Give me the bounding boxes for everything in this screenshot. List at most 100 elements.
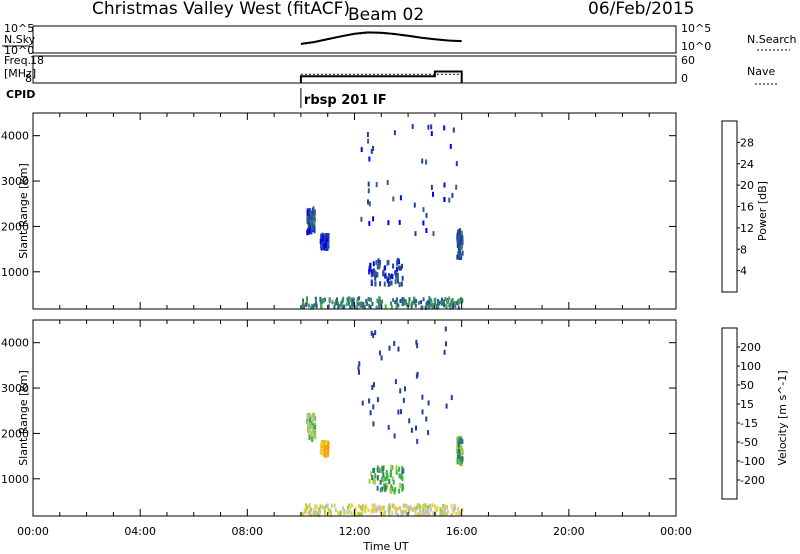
velocity-cell xyxy=(305,503,308,508)
power-cell xyxy=(387,282,390,287)
power-cell xyxy=(392,196,395,202)
velocity-cell xyxy=(388,503,391,508)
velocity-x-ticks xyxy=(32,320,677,516)
velocity-cell xyxy=(397,506,399,511)
velocity-cell xyxy=(305,509,308,514)
velocity-cell xyxy=(435,508,438,513)
power-cell xyxy=(395,305,398,310)
power-cell xyxy=(397,257,400,263)
power-cell xyxy=(370,269,373,275)
velocity-cell xyxy=(348,503,351,508)
velocity-cell xyxy=(368,398,371,404)
noise-search-label: N.Search xyxy=(747,33,797,46)
velocity-cell xyxy=(436,505,439,510)
velocity-ytick-label: 1000 xyxy=(1,473,29,486)
power-cell xyxy=(455,301,458,306)
velocity-cell xyxy=(457,442,460,448)
freq-left-tick-high: 18 xyxy=(30,54,44,67)
velocity-ytick-label: 3000 xyxy=(1,382,29,395)
velocity-cell xyxy=(324,440,327,446)
power-cell xyxy=(313,216,316,222)
power-cell xyxy=(389,280,392,286)
power-cell xyxy=(448,296,451,301)
velocity-cell xyxy=(439,512,442,517)
velocity-cell xyxy=(458,459,461,465)
velocity-cell xyxy=(440,512,443,517)
power-cell xyxy=(457,305,460,310)
velocity-cell xyxy=(310,431,313,437)
power-cell xyxy=(313,303,316,308)
power-cell xyxy=(393,130,396,136)
power-cell xyxy=(458,251,461,257)
power-cell xyxy=(454,304,457,308)
velocity-cell xyxy=(397,346,400,352)
velocity-cell xyxy=(400,511,403,516)
power-cell xyxy=(310,219,313,225)
velocity-cell xyxy=(372,404,375,410)
velocity-colorbar-label: 200 xyxy=(740,341,761,354)
power-cell xyxy=(374,281,377,287)
velocity-cell xyxy=(373,507,376,512)
power-cell xyxy=(425,159,428,165)
velocity-cell xyxy=(393,505,396,510)
velocity-cell xyxy=(326,503,329,508)
velocity-cell xyxy=(376,467,379,473)
velocity-cell xyxy=(395,469,398,475)
velocity-cell xyxy=(312,511,315,515)
velocity-cell xyxy=(313,415,316,421)
power-ytick-label: 4000 xyxy=(1,130,29,143)
velocity-cell xyxy=(311,416,313,422)
power-cell xyxy=(398,219,401,225)
velocity-colorbar-label: 50 xyxy=(740,379,754,392)
power-cell xyxy=(325,242,327,248)
power-cell xyxy=(443,125,446,131)
velocity-cell xyxy=(395,507,398,512)
power-cell xyxy=(323,243,326,249)
velocity-cell xyxy=(421,409,424,415)
velocity-cell xyxy=(385,476,388,482)
velocity-cell xyxy=(382,505,385,510)
velocity-cell xyxy=(384,484,387,490)
velocity-cell xyxy=(443,349,446,355)
velocity-cell xyxy=(360,512,363,517)
power-cell xyxy=(370,148,373,154)
velocity-cell xyxy=(391,476,394,482)
power-cell xyxy=(455,161,458,167)
velocity-cell xyxy=(421,394,424,400)
power-cell xyxy=(384,273,387,279)
power-cell xyxy=(445,303,448,308)
velocity-cell xyxy=(358,511,361,516)
power-cell xyxy=(456,237,459,243)
power-cell xyxy=(307,215,310,221)
velocity-cell xyxy=(358,504,361,509)
velocity-cell xyxy=(337,510,340,515)
velocity-cell xyxy=(381,506,383,511)
power-cell xyxy=(396,275,399,280)
velocity-cell xyxy=(429,503,432,508)
velocity-cell xyxy=(388,345,391,351)
freq-line xyxy=(299,70,463,84)
velocity-cell xyxy=(367,508,370,512)
velocity-cell xyxy=(374,504,377,509)
power-cell xyxy=(452,301,455,306)
station-title: Christmas Valley West (fitACF) xyxy=(92,0,350,19)
freq-right-tick-low: 0 xyxy=(681,72,688,85)
velocity-cell xyxy=(456,444,459,450)
velocity-cell xyxy=(334,508,337,513)
velocity-cell xyxy=(461,507,464,512)
power-x-ticks xyxy=(32,113,677,309)
x-tick-label: 12:00 xyxy=(339,525,371,538)
power-cell xyxy=(384,265,387,271)
power-cell xyxy=(395,302,398,307)
velocity-cell xyxy=(307,421,309,427)
power-cell xyxy=(457,254,460,260)
power-cell xyxy=(452,304,455,309)
velocity-cell xyxy=(319,450,322,455)
velocity-cell xyxy=(346,505,349,510)
velocity-cell xyxy=(361,400,364,406)
power-cell xyxy=(443,182,446,188)
velocity-cell xyxy=(373,382,375,388)
velocity-cell xyxy=(372,509,375,514)
power-cell xyxy=(399,265,402,271)
